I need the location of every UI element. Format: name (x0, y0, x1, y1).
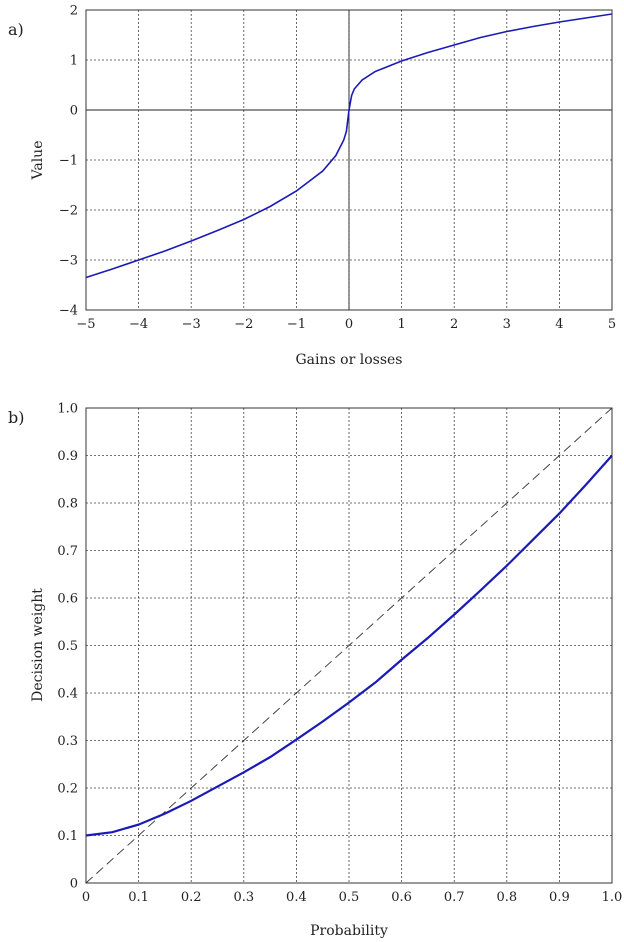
panel-label-b: b) (8, 408, 24, 427)
decision-weight-y-tick-label: 0.8 (57, 497, 78, 512)
value-x-tick-label: 2 (450, 317, 458, 332)
decision-weight-x-tick-label: 0.7 (444, 890, 465, 905)
value-x-tick-label: −3 (182, 317, 201, 332)
decision-weight-x-tick-label: 0.6 (391, 890, 412, 905)
value-y-tick-label: −1 (59, 154, 78, 169)
decision-weight-y-axis-title: Decision weight (30, 588, 46, 702)
decision-weight-y-tick-label: 0.3 (57, 734, 78, 749)
decision-weight-y-tick-label: 0.5 (57, 639, 78, 654)
decision-weight-y-tick-label: 1.0 (57, 402, 78, 417)
value-plot-frame (85, 9, 613, 311)
panel-label-a: a) (8, 20, 24, 39)
decision-weight-x-tick-label: 0.4 (286, 890, 307, 905)
value-x-tick-label: 0 (345, 317, 353, 332)
value-x-tick-label: −1 (287, 317, 306, 332)
decision-weight-x-tick-label: 0.5 (339, 890, 360, 905)
decision-weight-y-tick-label: 0.1 (57, 829, 78, 844)
decision-weight-y-tick-label: 0.2 (57, 782, 78, 797)
decision-weight-y-tick-label: 0.6 (57, 592, 78, 607)
value-x-tick-label: 3 (503, 317, 511, 332)
value-curve (85, 13, 613, 279)
value-y-tick-label: 1 (70, 54, 78, 69)
value-y-tick-label: 2 (70, 4, 78, 19)
decision-weight-x-tick-label: 0.8 (496, 890, 517, 905)
decision-weight-x-tick-labels: 0 0.1 0.2 0.3 0.4 0.5 0.6 0.7 0.8 0.9 1.0 (82, 890, 622, 905)
value-y-tick-labels: −4 −3 −2 −1 0 1 2 (59, 4, 78, 319)
decision-weight-y-tick-label: 0.4 (57, 687, 78, 702)
decision-weight-y-tick-label: 0 (70, 877, 78, 892)
value-x-tick-label: −4 (129, 317, 148, 332)
decision-weight-plot-frame (85, 407, 613, 884)
value-x-tick-label: 1 (397, 317, 405, 332)
decision-weight-x-tick-label: 0.9 (549, 890, 570, 905)
value-reference-axes (86, 10, 612, 310)
value-y-tick-label: −3 (59, 254, 78, 269)
value-y-axis-title: Value (30, 141, 46, 181)
decision-weight-y-tick-labels: 0 0.1 0.2 0.3 0.4 0.5 0.6 0.7 0.8 0.9 1.0 (57, 402, 78, 892)
value-x-tick-labels: −5 −4 −3 −2 −1 0 1 2 3 4 5 (76, 317, 616, 332)
value-x-axis-title: Gains or losses (296, 352, 403, 368)
value-y-tick-label: 0 (70, 104, 78, 119)
decision-weight-y-tick-label: 0.9 (57, 449, 78, 464)
decision-weight-x-axis-title: Probability (310, 923, 388, 939)
value-series-line (85, 13, 613, 279)
value-x-tick-label: −5 (76, 317, 95, 332)
decision-weight-y-tick-label: 0.7 (57, 544, 78, 559)
value-x-tick-label: 4 (555, 317, 563, 332)
value-x-tick-label: 5 (608, 317, 616, 332)
decision-weight-panel: b) 0 0.1 0.2 0.3 0.4 0.5 0.6 0.7 0.8 0.9 1.0 00.10… (8, 402, 622, 940)
value-y-tick-label: −4 (59, 304, 78, 319)
decision-weight-x-tick-label: 0.1 (128, 890, 149, 905)
decision-weight-curve (85, 454, 613, 837)
diagonal-dashed-line (85, 407, 613, 884)
decision-weight-series-line (85, 454, 613, 837)
decision-weight-x-tick-label: 1.0 (602, 890, 623, 905)
diagonal-reference-line (85, 407, 613, 884)
decision-weight-x-tick-label: 0 (82, 890, 90, 905)
decision-weight-x-tick-label: 0.3 (233, 890, 254, 905)
decision-weight-x-tick-label: 0.2 (181, 890, 202, 905)
value-y-tick-label: −2 (59, 204, 78, 219)
value-x-tick-label: −2 (234, 317, 253, 332)
